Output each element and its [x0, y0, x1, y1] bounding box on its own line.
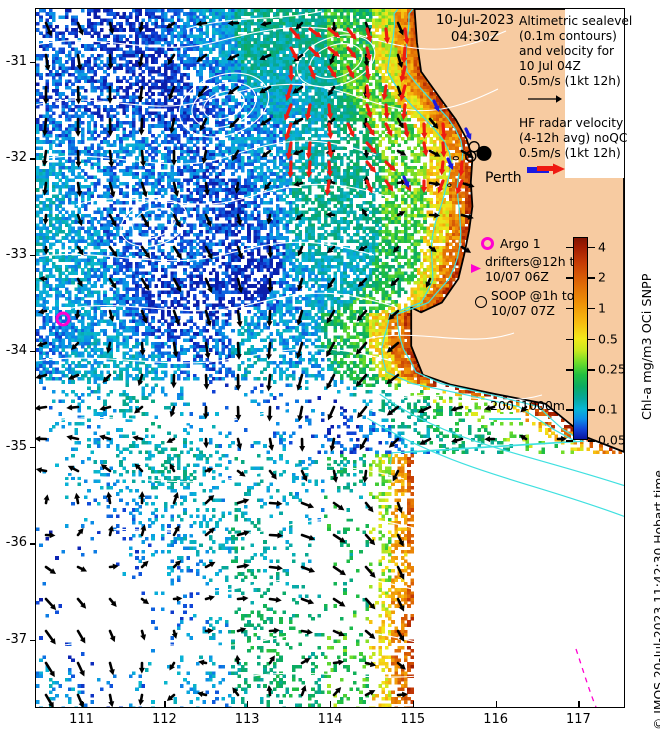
map-date: 10-Jul-2023 — [435, 12, 515, 28]
drifters-legend-line2: 10/07 06Z — [485, 269, 549, 284]
x-tick-label: 114 — [317, 712, 343, 727]
black-circle-outline-icon — [475, 296, 487, 308]
y-tick-label: -35 — [5, 439, 27, 455]
colorbar-tick-label: 0.1 — [598, 401, 618, 417]
bathymetry-contours — [366, 9, 624, 517]
copyright-text: © IMOS 20-Jul-2023 11:42:30 Hobart time — [652, 470, 660, 730]
colorbar-tickmark-left — [566, 409, 573, 411]
x-tickmark — [495, 701, 497, 707]
y-tickmark — [30, 254, 36, 256]
x-tick-label: 111 — [69, 712, 94, 727]
hfradar-legend-scale: 0.5m/s (1kt 12h) — [519, 146, 621, 160]
chlorophyll-raster — [36, 9, 622, 707]
y-tick-label: -37 — [5, 631, 27, 647]
garden-island — [447, 183, 452, 187]
black-arrow-right-icon — [527, 93, 563, 105]
colorbar-tick-label: 1 — [598, 300, 606, 316]
colorbar-tickmark-left — [566, 440, 573, 442]
colorbar-tick-label: 0.05 — [598, 432, 626, 448]
perth-label: Perth — [485, 170, 522, 186]
colorbar-tickmark-left — [566, 338, 573, 340]
y-tick-label: -36 — [5, 535, 27, 551]
x-tickmark — [247, 701, 249, 707]
x-tick-label: 116 — [483, 712, 509, 727]
colorbar-tickmark — [588, 369, 595, 371]
y-tick-label: -33 — [5, 246, 27, 262]
y-tickmark — [30, 447, 36, 449]
legend-white-panel — [565, 9, 624, 178]
map-time: 04:30Z — [450, 29, 500, 45]
colorbar-tickmark — [588, 409, 595, 411]
colorbar-tickmark — [588, 307, 595, 310]
colorbar-tickmark — [588, 440, 595, 442]
x-tickmark — [330, 701, 332, 707]
y-tick-label: -34 — [5, 342, 27, 358]
colorbar-tick-label: 0.5 — [598, 331, 618, 346]
altimetry-legend-line3: and velocity for — [519, 44, 615, 58]
y-tickmark — [30, 61, 36, 64]
drifters-legend-line1: drifters@12h to — [485, 254, 582, 269]
colorbar — [573, 237, 588, 440]
argo-float-marker — [55, 311, 71, 327]
plot-frame — [35, 8, 625, 708]
bathy-line-200-sample — [489, 414, 521, 416]
colorbar-tick-label: 4 — [598, 239, 606, 255]
bathy-label-1000: 1000m — [521, 398, 565, 413]
bathy-line-1000-sample — [489, 418, 521, 420]
map-svg — [36, 9, 624, 707]
colorbar-tickmark — [588, 277, 595, 279]
colorbar-tick-label: 0.25 — [598, 361, 626, 377]
y-tickmark — [30, 543, 36, 545]
altimetry-legend-line2: (0.1m contours) — [519, 29, 617, 43]
x-tick-label: 115 — [400, 712, 426, 727]
bathy-1000m — [380, 9, 578, 465]
colorbar-tickmark — [588, 246, 595, 249]
bathy-200m — [396, 9, 585, 454]
magenta-triangle-icon — [470, 263, 482, 274]
altimetry-legend-scale: 0.5m/s (1kt 12h) — [519, 74, 621, 88]
bathy-south-200m — [379, 393, 624, 487]
colorbar-tickmark-left — [566, 307, 573, 310]
y-tickmark — [30, 158, 36, 160]
y-tickmark — [30, 350, 36, 353]
map-canvas — [36, 9, 624, 707]
hfradar-legend-line1: HF radar velocity — [519, 116, 624, 130]
y-tickmark — [30, 639, 36, 641]
altimetric-sealevel-contours — [36, 10, 619, 678]
x-tickmark — [578, 701, 580, 707]
x-tickmark — [81, 701, 83, 707]
bathy-label-200: 200 — [490, 398, 514, 413]
x-tickmark — [164, 701, 166, 707]
magenta-circle-icon — [481, 237, 494, 250]
colorbar-tickmark-left — [566, 369, 573, 371]
y-tick-label: -32 — [5, 150, 27, 166]
soop-legend-line1: SOOP @1h to — [491, 288, 575, 303]
bathy-south-1000m — [366, 417, 624, 517]
hf-radar-velocity-vectors — [283, 27, 472, 197]
y-tick-label: -31 — [5, 53, 27, 69]
colorbar-tickmark-left — [566, 246, 573, 249]
rottnest-island — [452, 156, 459, 161]
blue-red-arrow-right-icon — [527, 162, 567, 176]
altimetry-legend-line1: Altimetric sealevel — [519, 14, 633, 28]
hfradar-legend-line2: (4-12h avg) noQC — [519, 131, 628, 145]
x-tick-label: 112 — [151, 712, 177, 727]
argo-legend-label: Argo 1 — [500, 236, 541, 251]
colorbar-tickmark — [588, 338, 595, 340]
x-tick-label: 113 — [234, 712, 260, 727]
perth-city-marker — [476, 145, 492, 161]
x-tickmark — [412, 701, 415, 707]
soop-legend-line2: 10/07 07Z — [491, 303, 555, 318]
colorbar-tickmark-left — [566, 277, 573, 279]
colorbar-tick-label: 2 — [598, 269, 606, 285]
altimetry-legend-line4: 10 Jul 04Z — [519, 59, 581, 73]
colorbar-title: Chl-a mg/m3 OCi SNPP — [640, 273, 655, 420]
soop-track-marker-2 — [465, 150, 477, 163]
x-tick-label: 117 — [566, 712, 591, 727]
